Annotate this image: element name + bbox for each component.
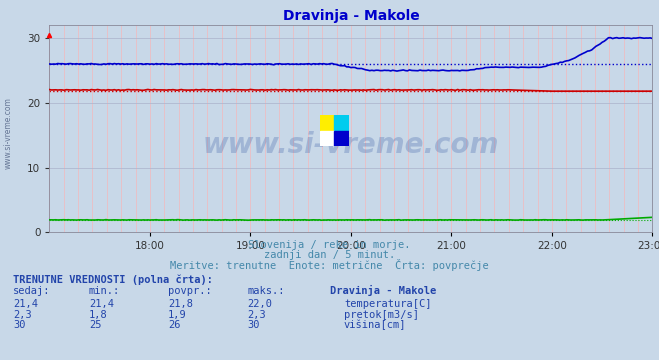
Text: www.si-vreme.com: www.si-vreme.com (3, 97, 13, 169)
Text: Meritve: trenutne  Enote: metrične  Črta: povprečje: Meritve: trenutne Enote: metrične Črta: … (170, 258, 489, 271)
Text: 2,3: 2,3 (13, 310, 32, 320)
Bar (320, 115, 335, 130)
Text: 30: 30 (247, 320, 260, 330)
Text: sedaj:: sedaj: (13, 287, 51, 297)
Text: temperatura[C]: temperatura[C] (344, 299, 432, 309)
Text: 22,0: 22,0 (247, 299, 272, 309)
Text: 21,4: 21,4 (89, 299, 114, 309)
Text: povpr.:: povpr.: (168, 287, 212, 297)
Text: 1,9: 1,9 (168, 310, 186, 320)
Text: min.:: min.: (89, 287, 120, 297)
Text: pretok[m3/s]: pretok[m3/s] (344, 310, 419, 320)
Text: 2,3: 2,3 (247, 310, 266, 320)
Text: Dravinja - Makole: Dravinja - Makole (330, 285, 436, 297)
Text: 1,8: 1,8 (89, 310, 107, 320)
Text: 26: 26 (168, 320, 181, 330)
Text: TRENUTNE VREDNOSTI (polna črta):: TRENUTNE VREDNOSTI (polna črta): (13, 274, 213, 285)
Text: 21,4: 21,4 (13, 299, 38, 309)
Bar (335, 130, 349, 146)
Bar (320, 130, 335, 146)
Text: maks.:: maks.: (247, 287, 285, 297)
Text: www.si-vreme.com: www.si-vreme.com (203, 131, 499, 159)
Text: Slovenija / reke in morje.: Slovenija / reke in morje. (248, 240, 411, 251)
Text: višina[cm]: višina[cm] (344, 320, 407, 330)
Text: zadnji dan / 5 minut.: zadnji dan / 5 minut. (264, 251, 395, 261)
Text: 21,8: 21,8 (168, 299, 193, 309)
Title: Dravinja - Makole: Dravinja - Makole (283, 9, 419, 23)
Text: 25: 25 (89, 320, 101, 330)
Text: 30: 30 (13, 320, 26, 330)
Bar (335, 115, 349, 130)
